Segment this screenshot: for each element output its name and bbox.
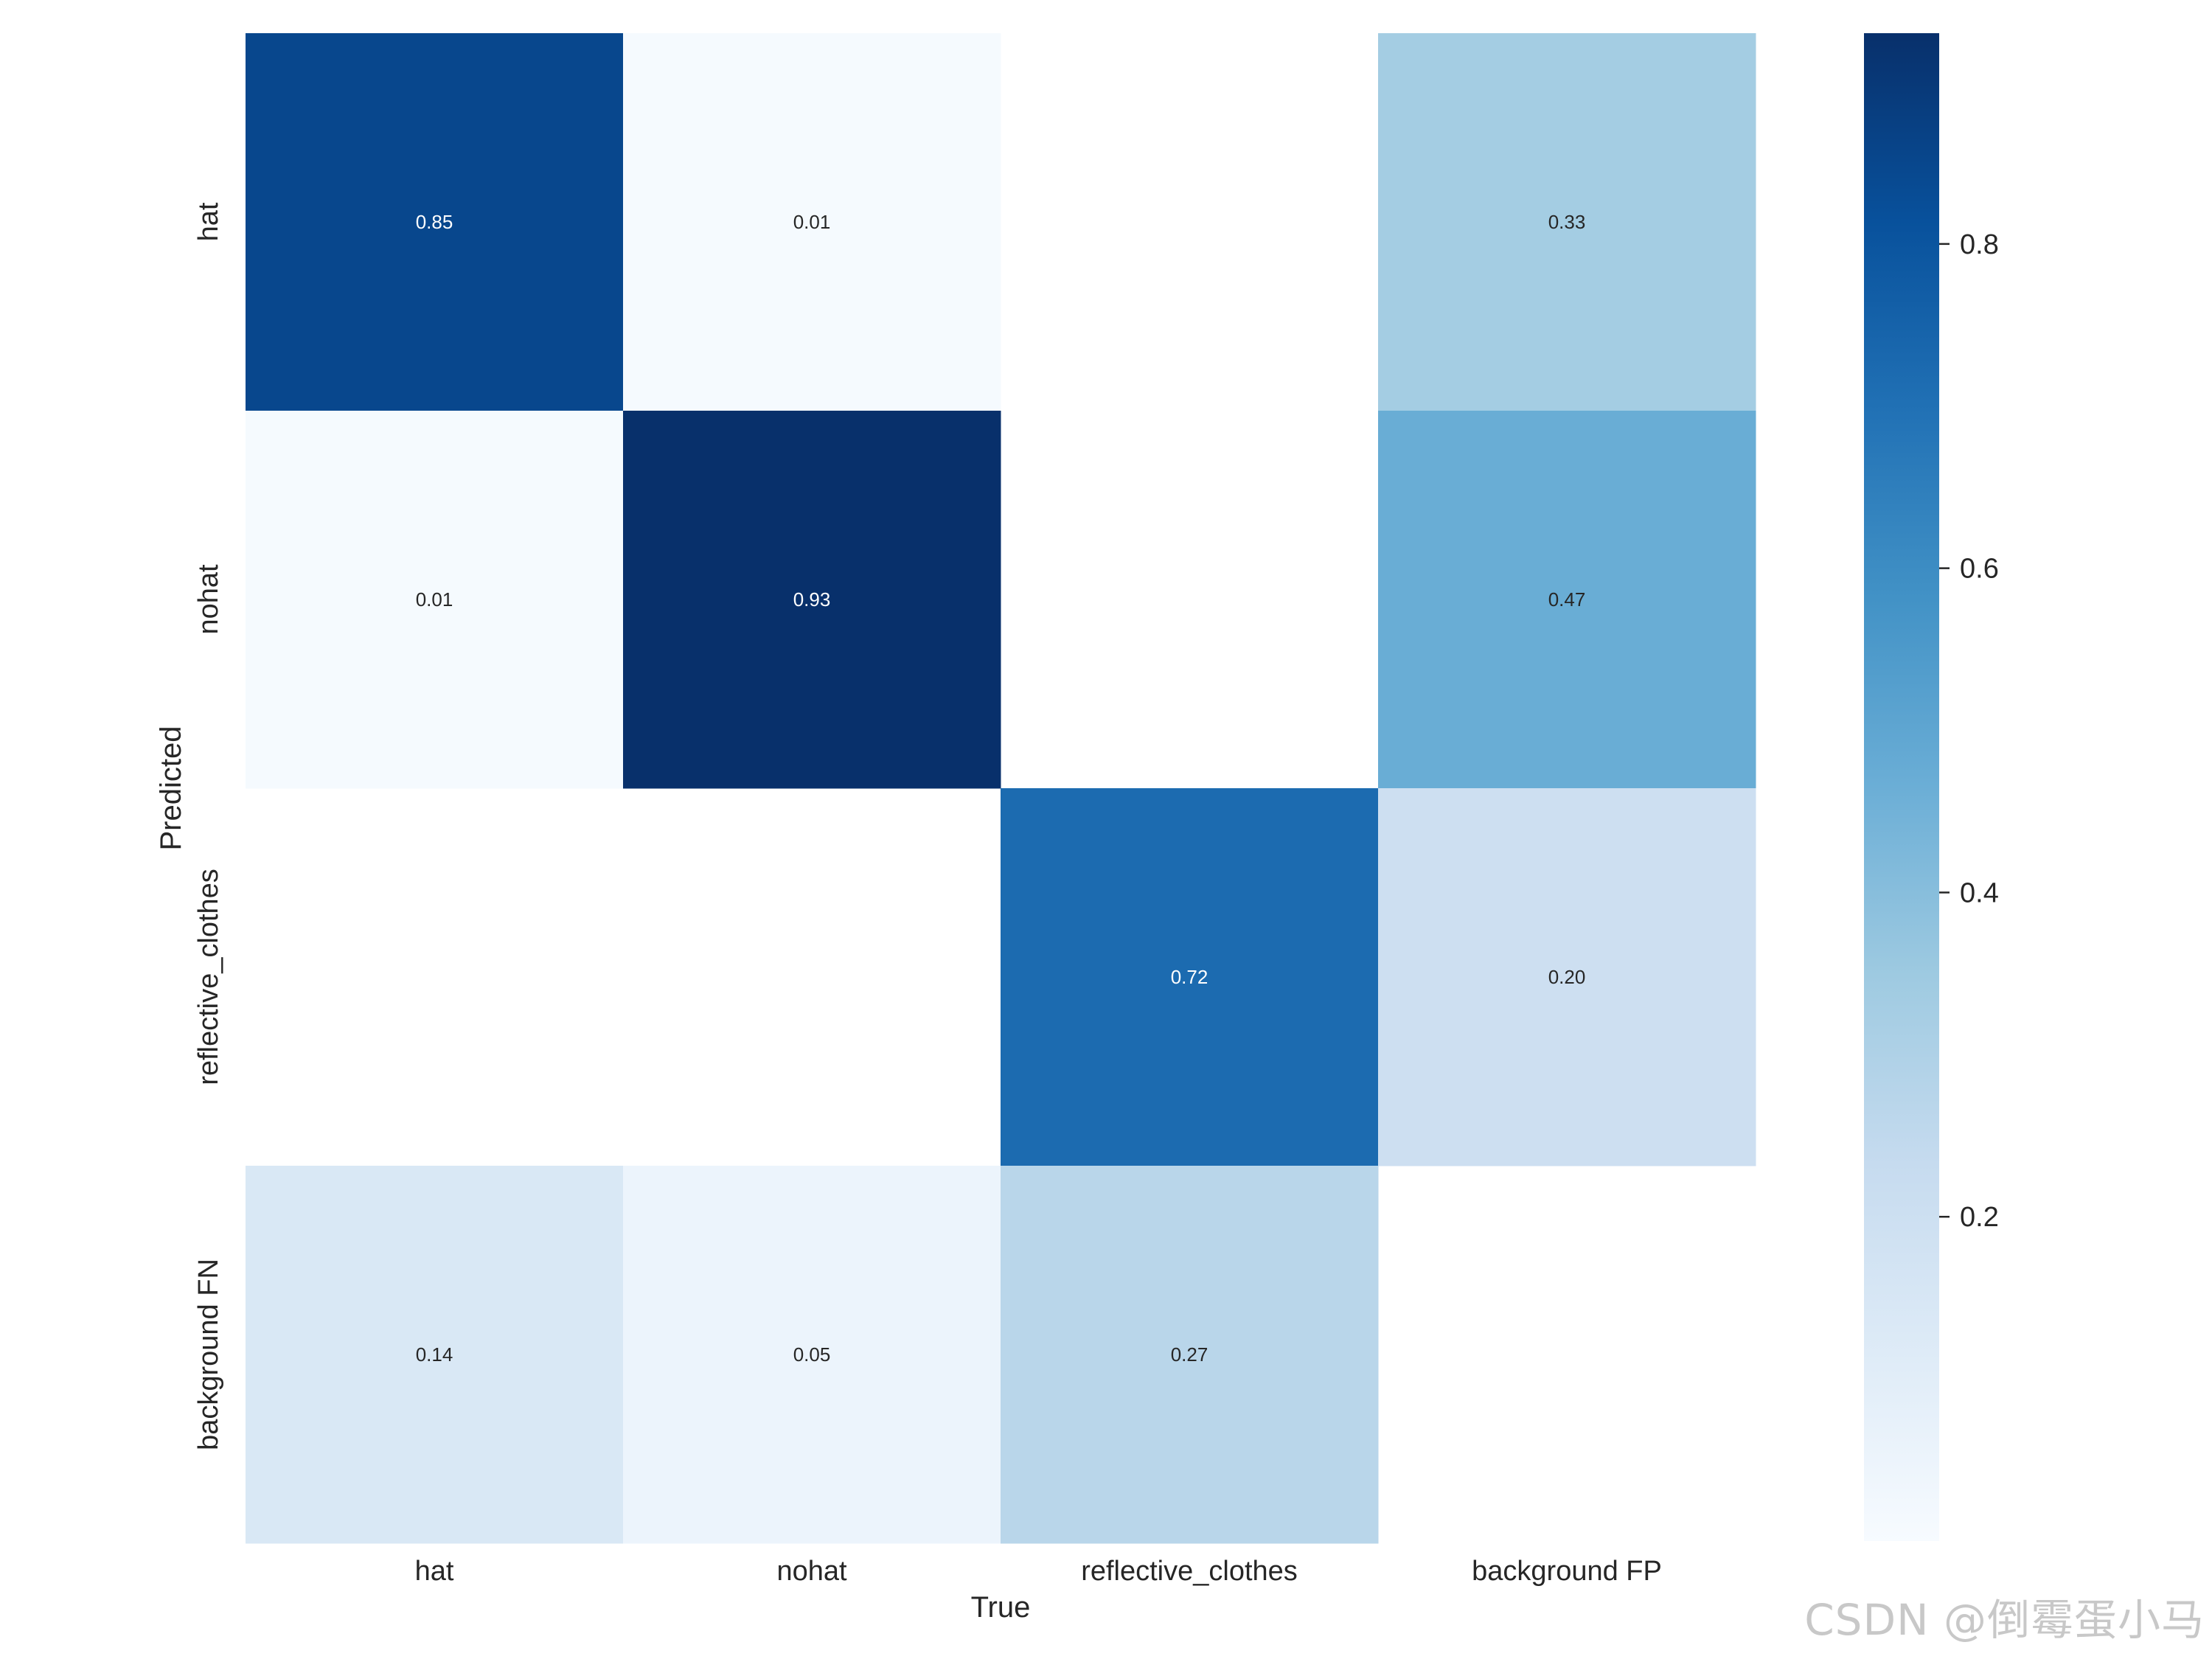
y-tick-label: hat [193, 202, 224, 241]
x-tick-label: background FP [1472, 1556, 1662, 1587]
y-tick-label: background FN [193, 1259, 224, 1450]
heatmap-cell [246, 1166, 624, 1544]
heatmap-cells [246, 33, 1756, 1544]
cell-value-label: 0.33 [1548, 211, 1586, 233]
heatmap-cell [1378, 411, 1756, 789]
x-tick-label: nohat [776, 1556, 847, 1587]
heatmap-cell [246, 411, 624, 789]
cell-value-label: 0.85 [416, 211, 453, 233]
x-tick-label: reflective_clothes [1081, 1556, 1298, 1587]
colorbar [1864, 33, 1939, 1541]
x-tick-label: hat [415, 1556, 454, 1587]
heatmap-cell [623, 33, 1001, 411]
y-axis-title: Predicted [155, 726, 187, 851]
colorbar-tick-label: 0.4 [1960, 877, 1999, 908]
heatmap-cell-labels: 0.85 0.01 0.33 0.01 0.93 0.47 0.72 0.20 0.14 0.05… [416, 211, 1586, 1366]
colorbar-tick-label: 0.6 [1960, 554, 1999, 585]
cell-value-label: 0.20 [1548, 966, 1586, 988]
cell-value-label: 0.72 [1171, 966, 1208, 988]
heatmap-cell [1001, 1166, 1379, 1544]
y-tick-label: nohat [193, 564, 224, 635]
y-tick-label: reflective_clothes [193, 869, 224, 1085]
heatmap-cell [623, 1166, 1001, 1544]
y-axis-ticks: hat nohat reflective_clothes background FN [193, 202, 224, 1450]
colorbar-tick-label: 0.8 [1960, 229, 1999, 260]
cell-value-label: 0.01 [793, 211, 831, 233]
x-axis-title: True [971, 1591, 1031, 1624]
colorbar-ticks: 0.2 0.4 0.6 0.8 [1939, 229, 1999, 1233]
cell-value-label: 0.47 [1548, 588, 1586, 611]
cell-value-label: 0.93 [793, 588, 831, 611]
x-axis-ticks: hat nohat reflective_clothes background FP [415, 1556, 1662, 1587]
heatmap-cell [1001, 788, 1379, 1166]
heatmap-cell [623, 411, 1001, 789]
heatmap-cell [1378, 788, 1756, 1166]
watermark: CSDN @倒霉蛋小马 [1804, 1595, 2205, 1645]
heatmap-cell [1378, 33, 1756, 411]
colorbar-tick-label: 0.2 [1960, 1202, 1999, 1233]
cell-value-label: 0.14 [416, 1343, 453, 1366]
heatmap-cell [246, 33, 624, 411]
cell-value-label: 0.01 [416, 588, 453, 611]
cell-value-label: 0.27 [1171, 1343, 1208, 1366]
cell-value-label: 0.05 [793, 1343, 831, 1366]
